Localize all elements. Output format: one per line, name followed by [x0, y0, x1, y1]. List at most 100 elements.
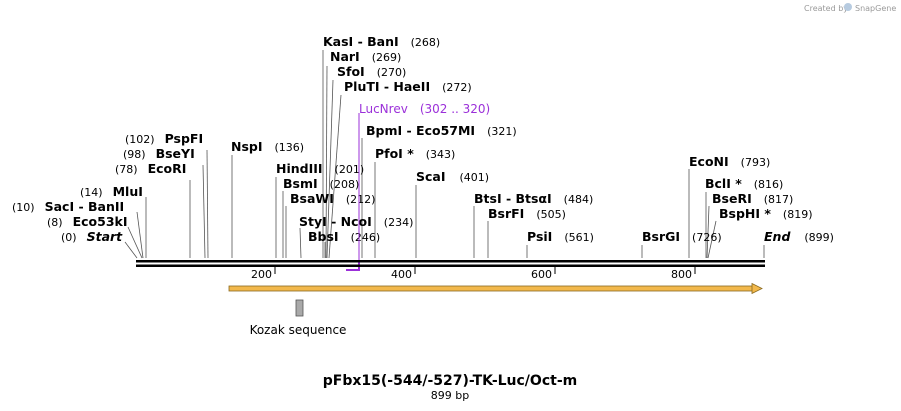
site-pos: (208) [330, 178, 360, 191]
site-pos: (726) [692, 231, 722, 244]
site-name: StyI - NcoI [299, 214, 372, 229]
site-name: NarI [330, 49, 360, 64]
site-label-mlui[interactable]: (14) MluI [80, 184, 143, 199]
site-label-bsmi[interactable]: BsmI (208) [283, 176, 359, 191]
site-name: ScaI [416, 169, 446, 184]
map-length: 899 bp [431, 389, 469, 402]
brand-text: SnapGene [855, 4, 896, 13]
site-pos: (8) [47, 216, 63, 229]
primer-range: (302 .. 320) [420, 102, 490, 116]
site-label-sfoi[interactable]: SfoI (270) [337, 64, 406, 79]
site-label-bsawi[interactable]: BsaWI (212) [290, 191, 375, 206]
site-name: BseRI [712, 191, 752, 206]
site-name: NspI [231, 139, 263, 154]
site-label-bbsi[interactable]: BbsI (246) [308, 229, 380, 244]
site-pos: (269) [372, 51, 402, 64]
site-name: Eco53kI [73, 214, 128, 229]
site-label-bsphi[interactable]: BspHI * (819) [719, 206, 813, 221]
site-label-pspfi[interactable]: (102) PspFI [125, 131, 203, 146]
site-label-kasi[interactable]: KasI - BanI (268) [323, 34, 440, 49]
site-pos: (484) [564, 193, 594, 206]
site-label-bseri[interactable]: BseRI (817) [712, 191, 793, 206]
site-name: PluTI - HaeII [344, 79, 430, 94]
site-label-eco53ki[interactable]: (8) Eco53kI [47, 214, 128, 229]
site-pos: (272) [442, 81, 472, 94]
site-label-btsi[interactable]: BtsI - BtsαI (484) [474, 191, 593, 206]
site-name: HindIII [276, 161, 323, 176]
site-name: End [764, 229, 791, 244]
site-label-psii[interactable]: PsiI (561) [527, 229, 594, 244]
site-label-styi[interactable]: StyI - NcoI (234) [299, 214, 413, 229]
credit-text: Created by [804, 4, 848, 13]
site-pos: (321) [487, 125, 517, 138]
site-label-bsrgi[interactable]: BsrGI (726) [642, 229, 722, 244]
site-name: SfoI [337, 64, 365, 79]
backbone-bottom-strand [136, 264, 765, 267]
kozak-box [295, 299, 304, 317]
site-pos: (0) [61, 231, 77, 244]
site-name: BpmI - Eco57MI [366, 123, 475, 138]
site-label-pluti[interactable]: PluTI - HaeII (272) [344, 79, 472, 94]
site-label-ecori[interactable]: (78) EcoRI [115, 161, 186, 176]
site-pos: (505) [536, 208, 566, 221]
site-pos: (817) [764, 193, 794, 206]
site-name: BclI * [705, 176, 742, 191]
site-name: BseYI [156, 146, 195, 161]
site-pos: (561) [564, 231, 594, 244]
scale-ticks: 200 400 600 800 [251, 267, 696, 281]
site-pos: (102) [125, 133, 155, 146]
site-name: PsiI [527, 229, 552, 244]
dna-backbone[interactable] [136, 260, 765, 267]
site-label-saci[interactable]: (10) SacI - BanII [12, 199, 124, 214]
site-name: BsrFI [488, 206, 524, 221]
site-name: PfoI * [375, 146, 414, 161]
site-name: MluI [113, 184, 143, 199]
primer-name: LucNrev [359, 102, 408, 116]
site-label-nspi[interactable]: NspI (136) [231, 139, 304, 154]
site-label-bseyi[interactable]: (98) BseYI [123, 146, 195, 161]
site-label-scai[interactable]: ScaI (401) [416, 169, 489, 184]
site-pos: (816) [754, 178, 784, 191]
tick-label: 800 [671, 268, 692, 281]
map-title: pFbx15(-544/-527)-TK-Luc/Oct-m [323, 373, 577, 389]
site-pos: (98) [123, 148, 146, 161]
site-label-nari[interactable]: NarI (269) [330, 49, 401, 64]
feature-kozak[interactable]: Kozak sequence [250, 299, 347, 337]
site-name: EcoRI [148, 161, 187, 176]
snapgene-logo-icon [844, 3, 852, 11]
site-name: BsmI [283, 176, 318, 191]
site-pos: (234) [384, 216, 414, 229]
tick-label: 400 [391, 268, 412, 281]
site-pos: (14) [80, 186, 103, 199]
site-pos: (246) [351, 231, 381, 244]
site-name: KasI - BanI [323, 34, 399, 49]
site-pos: (201) [335, 163, 365, 176]
site-label-econi[interactable]: EcoNI (793) [689, 154, 770, 169]
site-pos: (212) [346, 193, 376, 206]
feature-label: Kozak sequence [250, 323, 347, 337]
site-label-bcli[interactable]: BclI * (816) [705, 176, 783, 191]
site-pos: (10) [12, 201, 35, 214]
orf-arrowhead [751, 282, 763, 295]
site-name: Start [87, 229, 124, 244]
site-name: BbsI [308, 229, 339, 244]
site-label-pfoi[interactable]: PfoI * (343) [375, 146, 455, 161]
backbone-top-strand [136, 260, 765, 263]
site-label-hindiii[interactable]: HindIII (201) [276, 161, 364, 176]
site-leader-lines [124, 50, 765, 259]
site-label-start[interactable]: (0) Start [61, 229, 123, 244]
site-name: PspFI [165, 131, 204, 146]
primer-lucnrev[interactable]: LucNrev (302 .. 320) [346, 102, 490, 271]
orf-arrow[interactable] [228, 282, 763, 295]
site-pos: (270) [377, 66, 407, 79]
site-pos: (343) [426, 148, 456, 161]
site-name: BsaWI [290, 191, 334, 206]
site-pos: (819) [783, 208, 813, 221]
site-pos: (78) [115, 163, 138, 176]
site-name: EcoNI [689, 154, 729, 169]
site-label-bpmi[interactable]: BpmI - Eco57MI (321) [366, 123, 517, 138]
site-pos: (136) [275, 141, 305, 154]
site-label-end[interactable]: End (899) [764, 229, 834, 244]
site-label-bsrfi[interactable]: BsrFI (505) [488, 206, 566, 221]
site-name: BspHI * [719, 206, 771, 221]
